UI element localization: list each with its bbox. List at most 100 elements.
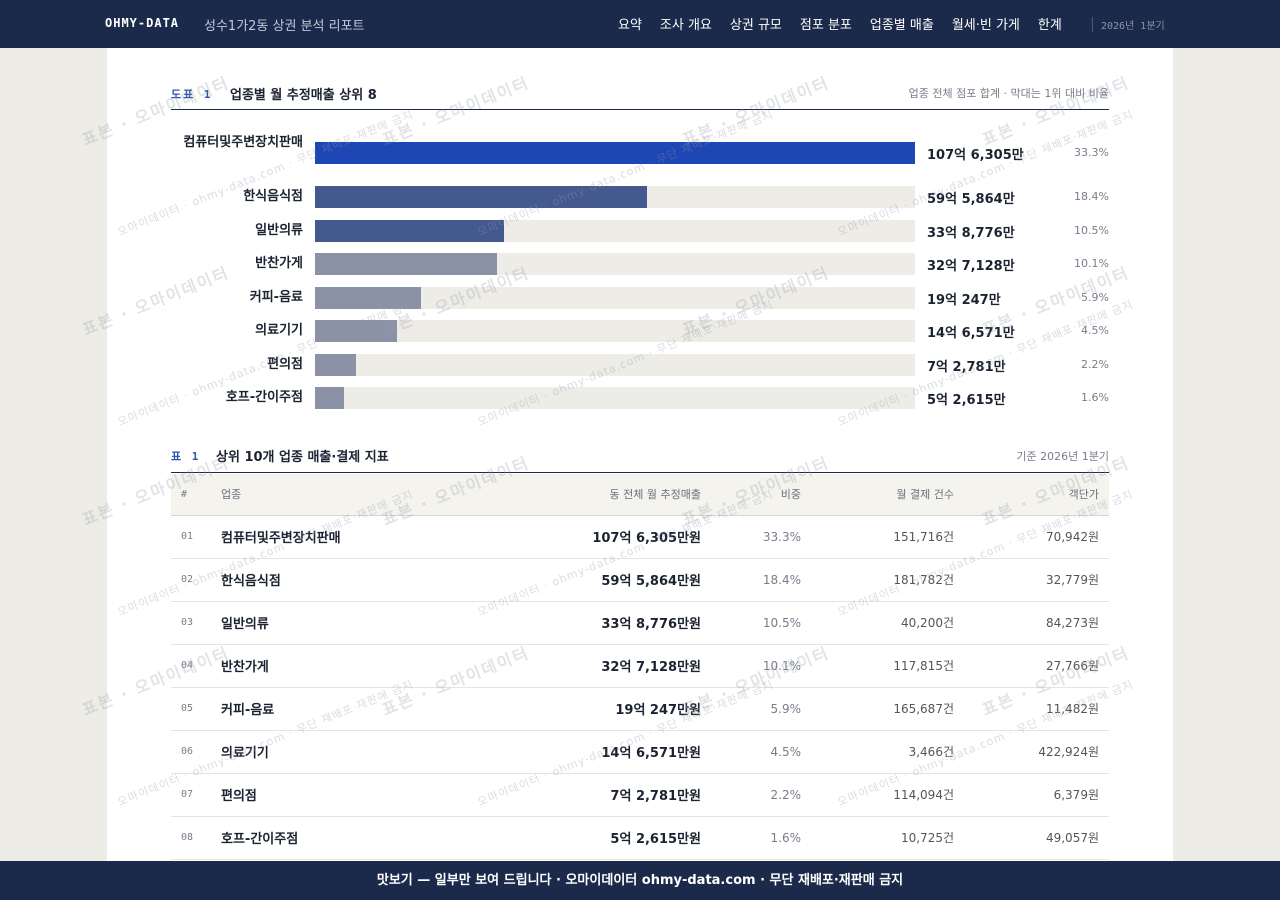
- row-industry: 호프-간이주점: [211, 816, 411, 860]
- figure-header: 도표 1 업종별 월 추정매출 상위 8 업종 전체 점포 합계 · 막대는 1…: [171, 74, 1109, 110]
- bar-share-label: 18.4%: [1074, 190, 1109, 203]
- row-sales: 107억 6,305만원: [411, 515, 701, 559]
- row-rank: 07: [171, 773, 211, 817]
- nav-item-rent-vacancy[interactable]: 월세·빈 가게: [951, 18, 1020, 33]
- row-payments: 181,782건: [801, 558, 954, 602]
- chart-row: 의료기기 14억 6,571만 4.5%: [171, 320, 1109, 342]
- bar-track: [315, 387, 915, 409]
- table-title: 상위 10개 업종 매출·결제 지표: [216, 450, 389, 465]
- chart-row: 일반의류 33억 8,776만 10.5%: [171, 220, 1109, 242]
- period-label: 2026년 1분기: [1092, 17, 1165, 32]
- bar-value-label: 14억 6,571만: [927, 326, 1015, 341]
- table-header-row: # 업종 동 전체 월 추정매출 비중 월 결제 건수 객단가: [171, 474, 1109, 516]
- row-rank: 05: [171, 687, 211, 731]
- bar-category-label: 편의점: [267, 357, 303, 372]
- table-row[interactable]: 08 호프-간이주점 5억 2,615만원 1.6% 10,725건 49,057원: [171, 816, 1109, 860]
- bar-value-label: 107억 6,305만: [927, 148, 1024, 163]
- row-share: 5.9%: [701, 687, 801, 731]
- table-row[interactable]: 05 커피-음료 19억 247만원 5.9% 165,687건 11,482원: [171, 687, 1109, 731]
- bar-track: [315, 142, 915, 164]
- row-industry: 컴퓨터및주변장치판매: [211, 515, 411, 559]
- row-sales: 59억 5,864만원: [411, 558, 701, 602]
- row-sales: 32억 7,128만원: [411, 644, 701, 688]
- nav-item-limitations[interactable]: 한계: [1037, 18, 1062, 33]
- row-industry: 편의점: [211, 773, 411, 817]
- nav-item-summary[interactable]: 요약: [618, 18, 642, 33]
- bar-fill: [315, 253, 498, 275]
- row-rank: 01: [171, 515, 211, 559]
- table-tag: 표 1: [171, 450, 201, 463]
- bar-share-label: 1.6%: [1081, 391, 1109, 404]
- row-avg-price: 70,942원: [954, 515, 1109, 559]
- row-payments: 10,725건: [801, 816, 954, 860]
- table-row[interactable]: 07 편의점 7억 2,781만원 2.2% 114,094건 6,379원: [171, 773, 1109, 817]
- row-avg-price: 422,924원: [954, 730, 1109, 774]
- bar-track: [315, 320, 915, 342]
- row-payments: 117,815건: [801, 644, 954, 688]
- bar-category-label: 호프-간이주점: [225, 390, 303, 405]
- row-rank: 06: [171, 730, 211, 774]
- row-sales: 7억 2,781만원: [411, 773, 701, 817]
- bar-track: [315, 186, 915, 208]
- chart-row: 반찬가게 32억 7,128만 10.1%: [171, 253, 1109, 275]
- nav-item-market-size[interactable]: 상권 규모: [729, 18, 782, 33]
- bar-category-label: 커피-음료: [249, 290, 303, 305]
- bar-value-label: 32억 7,128만: [927, 259, 1015, 274]
- report-subtitle: 성수1가2동 상권 분석 리포트: [204, 19, 365, 34]
- row-sales: 33억 8,776만원: [411, 601, 701, 645]
- bar-track: [315, 220, 915, 242]
- table-body: 01 컴퓨터및주변장치판매 107억 6,305만원 33.3% 151,716건 70,…: [171, 515, 1109, 860]
- brand-logo[interactable]: OHMY-DATA: [105, 16, 180, 30]
- figure-note: 업종 전체 점포 합계 · 막대는 1위 대비 비율: [908, 87, 1109, 100]
- row-industry: 커피-음료: [211, 687, 411, 731]
- chart-row: 커피-음료 19억 247만 5.9%: [171, 287, 1109, 309]
- row-avg-price: 32,779원: [954, 558, 1109, 602]
- bar-share-label: 10.1%: [1074, 257, 1109, 270]
- table-row[interactable]: 03 일반의류 33억 8,776만원 10.5% 40,200건 84,273원: [171, 601, 1109, 645]
- bar-category-label: 일반의류: [255, 223, 303, 238]
- col-header-sales: 동 전체 월 추정매출: [411, 474, 701, 516]
- report-paper: 도표 1 업종별 월 추정매출 상위 8 업종 전체 점포 합계 · 막대는 1…: [107, 48, 1173, 862]
- row-sales: 19억 247만원: [411, 687, 701, 731]
- table-row[interactable]: 04 반찬가게 32억 7,128만원 10.1% 117,815건 27,766원: [171, 644, 1109, 688]
- nav-item-store-distribution[interactable]: 점포 분포: [799, 18, 852, 33]
- bar-fill: [315, 387, 345, 409]
- col-header-share: 비중: [701, 474, 801, 516]
- row-avg-price: 84,273원: [954, 601, 1109, 645]
- bar-value-label: 33억 8,776만: [927, 226, 1015, 241]
- row-rank: 02: [171, 558, 211, 602]
- row-share: 10.1%: [701, 644, 801, 688]
- figure-title: 업종별 월 추정매출 상위 8: [230, 88, 377, 103]
- row-payments: 3,466건: [801, 730, 954, 774]
- bar-fill: [315, 142, 915, 164]
- row-avg-price: 49,057원: [954, 816, 1109, 860]
- row-avg-price: 11,482원: [954, 687, 1109, 731]
- nav-item-overview[interactable]: 조사 개요: [659, 18, 712, 33]
- row-share: 18.4%: [701, 558, 801, 602]
- row-share: 4.5%: [701, 730, 801, 774]
- nav-item-sales-by-industry[interactable]: 업종별 매출: [869, 18, 934, 33]
- table-row[interactable]: 01 컴퓨터및주변장치판매 107억 6,305만원 33.3% 151,716건 70,…: [171, 515, 1109, 559]
- chart-row: 한식음식점 59억 5,864만 18.4%: [171, 186, 1109, 208]
- bar-share-label: 33.3%: [1074, 146, 1109, 159]
- row-share: 33.3%: [701, 515, 801, 559]
- row-payments: 165,687건: [801, 687, 954, 731]
- row-sales: 14억 6,571만원: [411, 730, 701, 774]
- table-row[interactable]: 02 한식음식점 59억 5,864만원 18.4% 181,782건 32,779원: [171, 558, 1109, 602]
- bar-track: [315, 354, 915, 376]
- bar-fill: [315, 354, 356, 376]
- bar-fill: [315, 287, 422, 309]
- bar-share-label: 5.9%: [1081, 291, 1109, 304]
- bar-category-label: 의료기기: [255, 323, 303, 338]
- row-share: 10.5%: [701, 601, 801, 645]
- row-share: 1.6%: [701, 816, 801, 860]
- row-industry: 반찬가게: [211, 644, 411, 688]
- bar-track: [315, 253, 915, 275]
- bar-value-label: 59억 5,864만: [927, 192, 1015, 207]
- bar-track: [315, 287, 915, 309]
- bar-fill: [315, 186, 648, 208]
- table-row[interactable]: 06 의료기기 14억 6,571만원 4.5% 3,466건 422,924원: [171, 730, 1109, 774]
- bar-share-label: 4.5%: [1081, 324, 1109, 337]
- row-payments: 40,200건: [801, 601, 954, 645]
- table-header: 표 1 상위 10개 업종 매출·결제 지표 기준 2026년 1분기: [171, 437, 1109, 473]
